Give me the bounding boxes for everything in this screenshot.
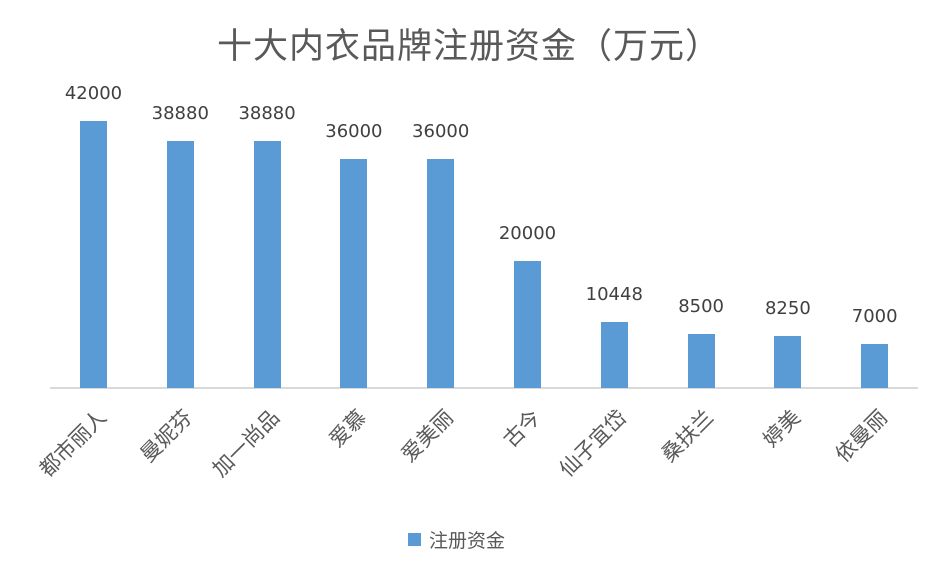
- bar: [253, 140, 281, 388]
- bar: [600, 321, 628, 388]
- bar: [340, 159, 368, 388]
- bar: [166, 140, 194, 388]
- data-label: 36000: [412, 121, 470, 143]
- bar: [80, 121, 107, 388]
- legend-swatch: [408, 533, 421, 546]
- x-tick-label: 爱美丽: [396, 405, 458, 467]
- bar: [514, 260, 541, 388]
- data-label: 8250: [764, 297, 811, 319]
- x-tick-label: 曼妮芬: [135, 405, 198, 467]
- x-tick-label: 古今: [498, 405, 545, 452]
- bar: [427, 159, 455, 388]
- x-tick-label: 婷美: [758, 405, 806, 452]
- chart-title: 十大内衣品牌注册资金（万元）: [216, 27, 721, 67]
- bar: [774, 335, 802, 388]
- bar: [687, 333, 715, 388]
- legend-label: 注册资金: [429, 530, 506, 552]
- x-axis-line: [50, 387, 918, 389]
- legend: 注册资金: [408, 526, 505, 553]
- x-tick-label: 仙子宜岱: [555, 405, 632, 482]
- bar: [861, 343, 889, 388]
- data-label: 10448: [585, 283, 643, 305]
- data-label: 8500: [678, 295, 724, 317]
- data-label: 20000: [498, 222, 557, 244]
- data-label: 38880: [151, 102, 209, 124]
- x-tick-label: 依曼丽: [830, 405, 892, 467]
- x-tick-label: 都市丽人: [34, 405, 111, 482]
- data-label: 36000: [325, 121, 383, 143]
- x-tick-label: 桑扶兰: [656, 405, 719, 467]
- data-label: 42000: [64, 83, 123, 104]
- data-label: 38880: [238, 102, 296, 124]
- x-tick-label: 爱慕: [324, 405, 372, 452]
- x-tick-label: 加一尚品: [207, 405, 285, 482]
- data-label: 7000: [851, 305, 898, 327]
